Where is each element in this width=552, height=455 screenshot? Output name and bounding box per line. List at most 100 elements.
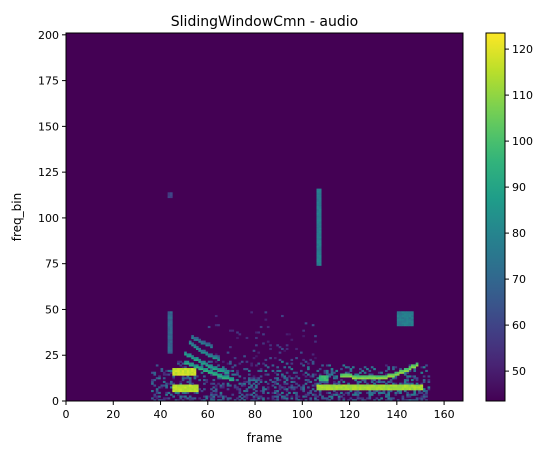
heatmap-cell: [356, 397, 360, 400]
heatmap-cell: [191, 384, 194, 387]
heatmap-cell: [285, 377, 289, 380]
heatmap-cell: [167, 329, 171, 332]
heatmap-cell: [368, 393, 372, 396]
heatmap-cell: [373, 382, 376, 385]
heatmap-cell: [342, 386, 346, 389]
heatmap-cell: [354, 375, 357, 378]
heatmap-cell: [221, 369, 225, 373]
heatmap-cell: [224, 377, 227, 380]
heatmap-cell: [349, 373, 353, 376]
heatmap-cell: [151, 379, 154, 382]
heatmap-cell: [337, 388, 341, 391]
heatmap-cell: [370, 391, 374, 394]
heatmap-cell: [193, 375, 197, 378]
heatmap-cell: [276, 366, 279, 369]
heatmap-cell: [203, 399, 206, 402]
heatmap-cell: [318, 380, 322, 383]
heatmap-cell: [162, 380, 166, 383]
heatmap-cell: [181, 362, 185, 365]
heatmap-cell: [394, 377, 398, 380]
heatmap-cell: [340, 388, 343, 391]
heatmap-cell: [191, 362, 194, 365]
heatmap-cell: [373, 390, 376, 393]
heatmap-cell: [165, 397, 168, 400]
heatmap-cell: [186, 375, 190, 378]
heatmap-cell: [193, 364, 197, 367]
heatmap-cell: [316, 208, 320, 211]
heatmap-cell: [333, 384, 336, 387]
heatmap-cell: [387, 366, 391, 369]
heatmap-cell: [382, 386, 386, 389]
heatmap-cell: [316, 225, 320, 228]
heatmap-cell: [351, 388, 355, 391]
heatmap-cell: [382, 391, 386, 394]
heatmap-cell: [408, 318, 412, 321]
heatmap-cell: [344, 366, 348, 369]
heatmap-cell: [169, 336, 173, 340]
heatmap-cell: [198, 340, 201, 343]
heatmap-cell: [151, 382, 154, 385]
heatmap-cell: [186, 397, 190, 400]
colorbar-gradient: [485, 32, 506, 402]
heatmap-cell: [392, 375, 395, 378]
x-tick-label: 40: [154, 408, 168, 421]
heatmap-cell: [366, 368, 369, 371]
heatmap-cell: [325, 379, 329, 382]
heatmap-cell: [377, 399, 381, 402]
heatmap-cell: [387, 384, 391, 387]
heatmap-cell: [278, 384, 282, 387]
heatmap-cell: [370, 388, 374, 391]
x-axis-label: frame: [247, 431, 283, 445]
heatmap-cell: [401, 384, 405, 387]
heatmap-cell: [177, 399, 180, 402]
heatmap-cell: [179, 371, 183, 374]
y-tick-label: 200: [38, 29, 59, 42]
heatmap-cell: [158, 375, 161, 378]
heatmap-cell: [403, 320, 407, 323]
heatmap-cell: [425, 364, 428, 367]
heatmap-cell: [316, 214, 320, 217]
heatmap-cell: [368, 377, 372, 380]
heatmap-cell: [396, 390, 400, 393]
heatmap-cell: [406, 377, 409, 380]
heatmap-cell: [427, 375, 431, 378]
heatmap-cell: [179, 360, 183, 363]
heatmap-cell: [186, 388, 190, 391]
heatmap-cell: [309, 358, 313, 362]
heatmap-cell: [408, 368, 412, 371]
heatmap-cell: [318, 250, 322, 253]
heatmap-cell: [373, 391, 376, 394]
heatmap-cell: [333, 375, 336, 378]
heatmap-cell: [177, 373, 180, 376]
heatmap-cell: [184, 386, 187, 389]
heatmap-cell: [169, 349, 173, 352]
heatmap-cell: [413, 399, 417, 402]
heatmap-cell: [323, 371, 327, 374]
heatmap-cell: [359, 377, 362, 380]
heatmap-cell: [160, 369, 164, 373]
heatmap-cell: [413, 391, 417, 394]
heatmap-cell: [420, 382, 424, 385]
heatmap-cell: [236, 388, 239, 391]
heatmap-cell: [359, 386, 362, 389]
heatmap-cell: [316, 216, 320, 219]
heatmap-cell: [191, 344, 194, 347]
heatmap-cell: [363, 388, 367, 391]
heatmap-cell: [425, 390, 428, 393]
heatmap-cell: [356, 386, 360, 389]
heatmap-cell: [271, 380, 275, 383]
heatmap-cell: [311, 353, 315, 356]
heatmap-cell: [375, 384, 379, 387]
heatmap-cell: [200, 399, 204, 402]
heatmap-cell: [226, 362, 230, 365]
heatmap-cell: [226, 369, 230, 373]
heatmap-cell: [169, 369, 173, 373]
heatmap-cell: [229, 379, 232, 382]
heatmap-cell: [316, 228, 320, 232]
heatmap-cell: [335, 382, 339, 385]
heatmap-cell: [403, 322, 407, 325]
heatmap-cell: [214, 314, 218, 318]
heatmap-cell: [316, 399, 320, 402]
heatmap-cell: [356, 382, 360, 385]
